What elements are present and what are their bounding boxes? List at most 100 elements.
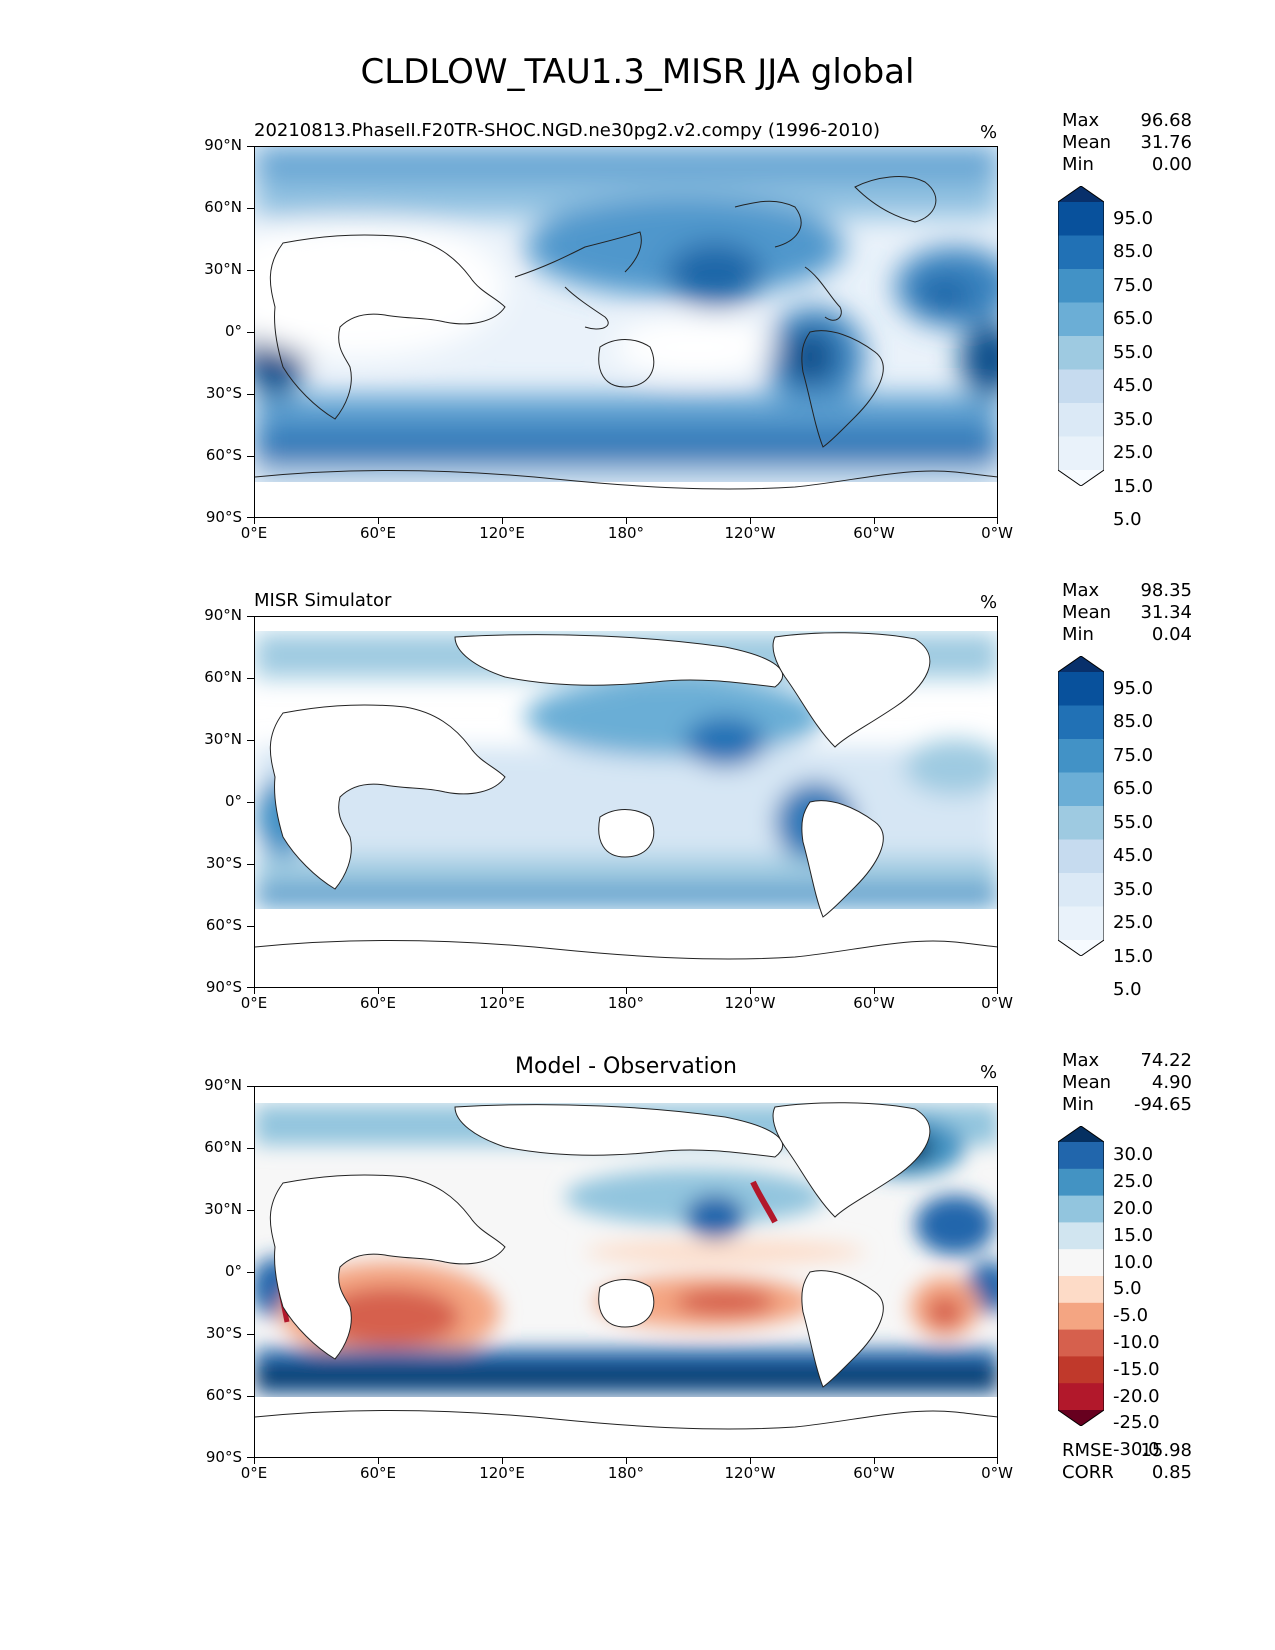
colorbar-tick-label: -10.0 <box>1113 1332 1160 1353</box>
colorbar-segment <box>1058 705 1104 740</box>
rmse-value: 15.98 <box>1140 1440 1192 1461</box>
x-tick-label: 180° <box>607 1464 645 1482</box>
colorbar-tick-label: 25.0 <box>1113 912 1154 934</box>
colorbar-segment <box>1058 739 1104 773</box>
stats-box: Max 74.22 Mean 4.90 Min -94.65 <box>1062 1050 1192 1116</box>
x-tick-label: 120°W <box>724 994 776 1012</box>
stat-mean-value: 31.34 <box>1140 602 1192 623</box>
y-tick-label: 60°N <box>204 1138 242 1156</box>
x-tick-label: 120°W <box>724 1464 776 1482</box>
colorbar-segment <box>1058 202 1104 236</box>
y-tick-label: 60°S <box>205 916 242 934</box>
y-tick <box>247 616 254 618</box>
colorbar-segment <box>1058 772 1104 807</box>
colorbar-tick-label: 15.0 <box>1113 1224 1154 1246</box>
panel-title: Model - Observation <box>515 1054 737 1079</box>
stat-max-label: Max <box>1062 110 1100 131</box>
colorbar-tick-label: -20.0 <box>1113 1385 1160 1407</box>
y-tick <box>247 802 254 804</box>
x-tick <box>502 518 504 524</box>
units-label: % <box>980 592 998 613</box>
y-tick <box>247 1210 254 1212</box>
colorbar-segment <box>1058 403 1104 437</box>
x-tick <box>502 1458 504 1464</box>
y-tick-label: 30°S <box>205 384 242 402</box>
stat-mean-label: Mean <box>1062 132 1112 153</box>
y-tick-label: 90°N <box>204 1076 242 1094</box>
panel-title: 20210813.PhaseII.F20TR-SHOC.NGD.ne30pg2.… <box>254 120 881 141</box>
y-tick-label: 30°S <box>205 854 242 872</box>
x-tick <box>874 988 876 994</box>
y-tick <box>247 146 254 148</box>
stat-max-label: Max <box>1062 1050 1100 1071</box>
colorbar-div <box>1058 1126 1104 1426</box>
map-difference-svg <box>255 1087 997 1457</box>
x-tick <box>750 518 752 524</box>
colorbar-segment <box>1058 369 1104 404</box>
y-tick <box>247 517 254 519</box>
x-tick-label: 60°W <box>853 1464 895 1482</box>
colorbar-tick-label: 30.0 <box>1113 1144 1154 1166</box>
y-tick-label: 30°N <box>204 260 242 278</box>
x-tick-label: 0°W <box>981 524 1013 542</box>
colorbar-tick-label: 95.0 <box>1113 677 1154 699</box>
x-tick-label: 60°W <box>853 524 895 542</box>
x-tick-label: 60°E <box>359 524 397 542</box>
stats-box: Max 98.35 Mean 31.34 Min 0.04 <box>1062 580 1192 646</box>
error-stats: RMSE 15.98 CORR 0.85 <box>1062 1440 1192 1484</box>
colorbar-tick-label: 75.0 <box>1113 274 1154 296</box>
colorbar-segment <box>1058 806 1104 840</box>
x-tick <box>378 988 380 994</box>
stat-max-label: Max <box>1062 580 1100 601</box>
y-tick-label: 30°N <box>204 1200 242 1218</box>
units-label: % <box>980 122 998 143</box>
colorbar-segment <box>1058 1410 1104 1426</box>
colorbar-segment <box>1058 1168 1104 1197</box>
colorbar-segment <box>1058 839 1104 874</box>
colorbar-tick-label: 15.0 <box>1113 945 1154 967</box>
y-tick <box>247 1272 254 1274</box>
stat-min-label: Min <box>1062 624 1094 645</box>
y-tick <box>247 270 254 272</box>
colorbar-tick-label: 25.0 <box>1113 1171 1154 1193</box>
y-tick-label: 90°S <box>205 508 242 526</box>
colorbar-segment <box>1058 186 1104 202</box>
corr-value: 0.85 <box>1151 1462 1192 1483</box>
stat-mean-label: Mean <box>1062 1072 1112 1093</box>
y-tick <box>247 926 254 928</box>
colorbar-tick-label: 10.0 <box>1113 1251 1154 1273</box>
colorbar-segment <box>1058 269 1104 303</box>
y-tick-label: 0° <box>224 322 242 340</box>
stat-mean-value: 4.90 <box>1151 1072 1192 1093</box>
y-tick <box>247 740 254 742</box>
colorbar-segment <box>1058 1222 1104 1250</box>
colorbar-tick-label: 45.0 <box>1113 375 1154 397</box>
x-tick-label: 0°E <box>240 524 268 542</box>
figure-title: CLDLOW_TAU1.3_MISR JJA global <box>360 52 915 92</box>
coastlines <box>255 176 997 490</box>
colorbar-tick-label: 95.0 <box>1113 207 1154 229</box>
colorbar-segment <box>1058 336 1104 370</box>
colorbar-tick-label: 55.0 <box>1113 341 1154 363</box>
x-tick <box>626 518 628 524</box>
rmse-label: RMSE <box>1062 1440 1113 1461</box>
map-model <box>254 146 998 518</box>
colorbar-tick-label: 5.0 <box>1113 1278 1142 1300</box>
colorbar-segment <box>1058 940 1104 956</box>
stat-min-label: Min <box>1062 1094 1094 1115</box>
y-tick <box>247 1396 254 1398</box>
units-label: % <box>980 1062 998 1083</box>
x-tick-label: 0°E <box>240 1464 268 1482</box>
y-tick <box>247 456 254 458</box>
y-tick-label: 60°S <box>205 1386 242 1404</box>
colorbar-seq <box>1058 186 1104 486</box>
colorbar-seq <box>1058 656 1104 956</box>
colorbar-segment <box>1058 302 1104 337</box>
y-tick-label: 60°N <box>204 198 242 216</box>
x-tick-label: 60°E <box>359 994 397 1012</box>
x-tick <box>502 988 504 994</box>
y-tick-label: 90°N <box>204 136 242 154</box>
colorbar-segment <box>1058 873 1104 907</box>
y-tick <box>247 208 254 210</box>
y-tick <box>247 1148 254 1150</box>
